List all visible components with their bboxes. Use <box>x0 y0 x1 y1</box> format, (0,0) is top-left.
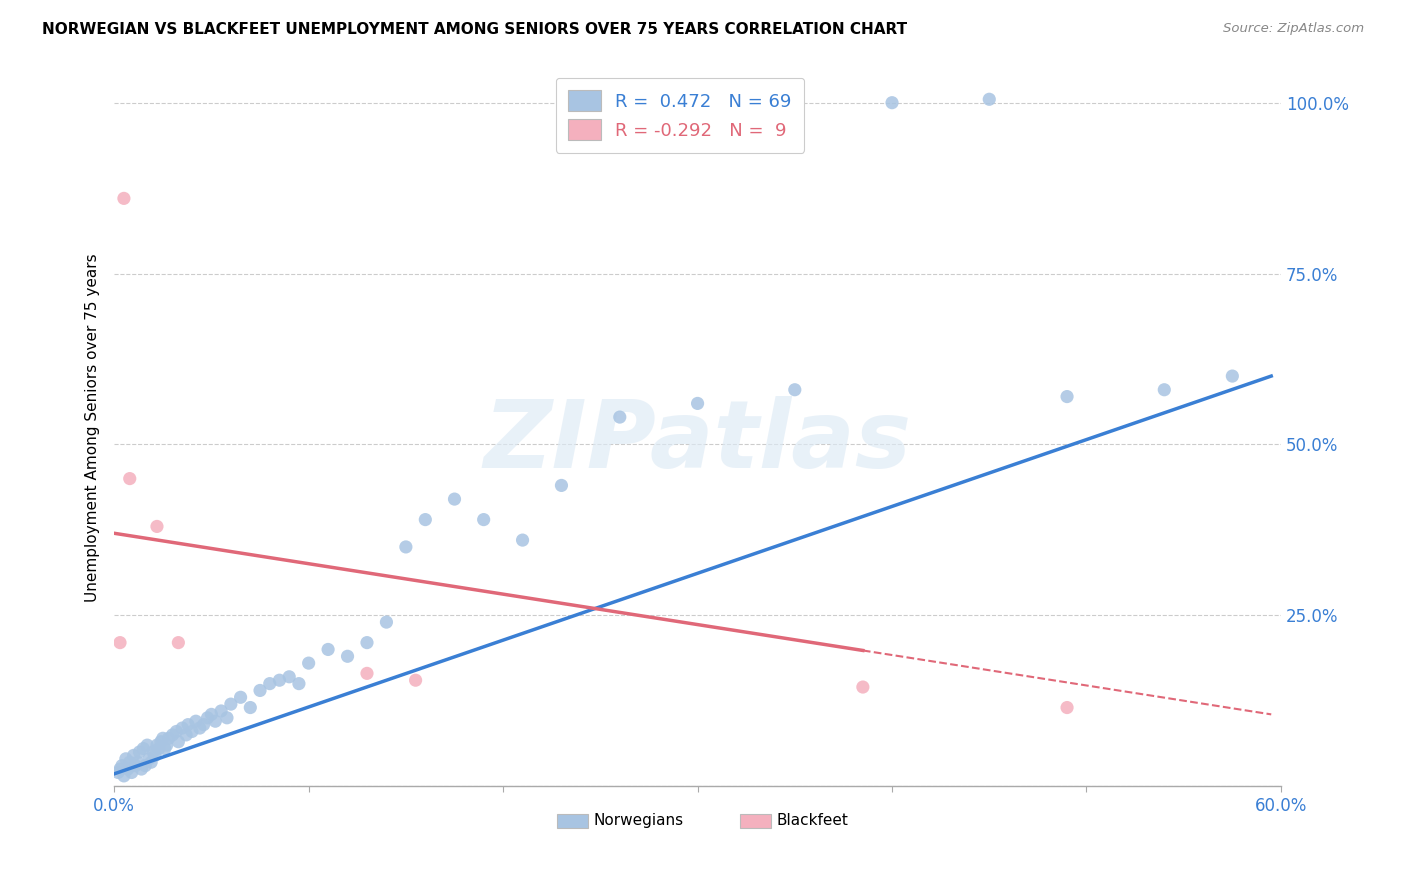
Text: Blackfeet: Blackfeet <box>776 814 848 829</box>
Point <box>278 670 301 684</box>
Point <box>108 635 131 649</box>
Text: Norwegians: Norwegians <box>593 814 683 829</box>
Point <box>512 533 534 547</box>
Point <box>124 758 146 772</box>
Point <box>1056 700 1078 714</box>
Point <box>134 758 156 772</box>
Point <box>395 540 418 554</box>
Point <box>356 635 378 649</box>
Point <box>127 756 149 770</box>
Point <box>146 738 169 752</box>
Point <box>184 714 207 729</box>
Point <box>229 690 252 705</box>
Point <box>167 635 190 649</box>
Point <box>172 721 194 735</box>
Point <box>107 765 129 780</box>
Text: Source: ZipAtlas.com: Source: ZipAtlas.com <box>1223 22 1364 36</box>
Point <box>783 383 806 397</box>
Point <box>146 519 169 533</box>
Point <box>239 700 262 714</box>
Point <box>193 717 215 731</box>
Point <box>269 673 291 688</box>
Point <box>249 683 271 698</box>
Point <box>153 741 176 756</box>
Point <box>108 762 131 776</box>
Point <box>1056 390 1078 404</box>
Point <box>1153 383 1175 397</box>
Point <box>405 673 427 688</box>
Point <box>149 735 172 749</box>
Point <box>188 721 211 735</box>
Point <box>142 745 165 759</box>
Point <box>443 492 465 507</box>
Point <box>204 714 226 729</box>
Point <box>138 752 160 766</box>
Text: ZIPatlas: ZIPatlas <box>484 396 911 488</box>
Point <box>1220 369 1243 384</box>
Point <box>259 676 281 690</box>
Point <box>136 738 159 752</box>
Point <box>215 711 238 725</box>
Point <box>118 756 141 770</box>
Point <box>112 769 135 783</box>
Point <box>472 513 495 527</box>
Point <box>121 765 143 780</box>
Point <box>200 707 222 722</box>
Point <box>415 513 437 527</box>
Point <box>686 396 709 410</box>
Point <box>156 738 179 752</box>
Point <box>177 717 200 731</box>
Point <box>174 728 197 742</box>
Point <box>550 478 572 492</box>
Point <box>115 752 138 766</box>
Y-axis label: Unemployment Among Seniors over 75 years: Unemployment Among Seniors over 75 years <box>86 253 100 601</box>
Point <box>298 656 321 670</box>
Point <box>118 472 141 486</box>
Point <box>979 92 1001 106</box>
Point <box>152 731 174 746</box>
Point <box>148 741 170 756</box>
Point <box>111 758 134 772</box>
Point <box>117 762 139 776</box>
Point <box>219 697 242 711</box>
Point <box>197 711 219 725</box>
Point <box>316 642 339 657</box>
Point <box>122 748 145 763</box>
Point <box>128 745 150 759</box>
Point <box>165 724 187 739</box>
Point <box>139 756 162 770</box>
Point <box>157 731 180 746</box>
Point <box>112 191 135 205</box>
Point <box>336 649 359 664</box>
Point <box>132 741 155 756</box>
Point <box>131 762 153 776</box>
Point <box>609 410 631 425</box>
Point <box>356 666 378 681</box>
Point <box>181 724 204 739</box>
Point <box>209 704 232 718</box>
Point <box>375 615 398 629</box>
Text: NORWEGIAN VS BLACKFEET UNEMPLOYMENT AMONG SENIORS OVER 75 YEARS CORRELATION CHAR: NORWEGIAN VS BLACKFEET UNEMPLOYMENT AMON… <box>42 22 907 37</box>
Point <box>143 748 166 763</box>
Point <box>288 676 311 690</box>
Point <box>852 680 875 694</box>
Point <box>880 95 903 110</box>
Point <box>162 728 184 742</box>
Point <box>167 735 190 749</box>
Legend: R =  0.472   N = 69, R = -0.292   N =  9: R = 0.472 N = 69, R = -0.292 N = 9 <box>555 78 804 153</box>
